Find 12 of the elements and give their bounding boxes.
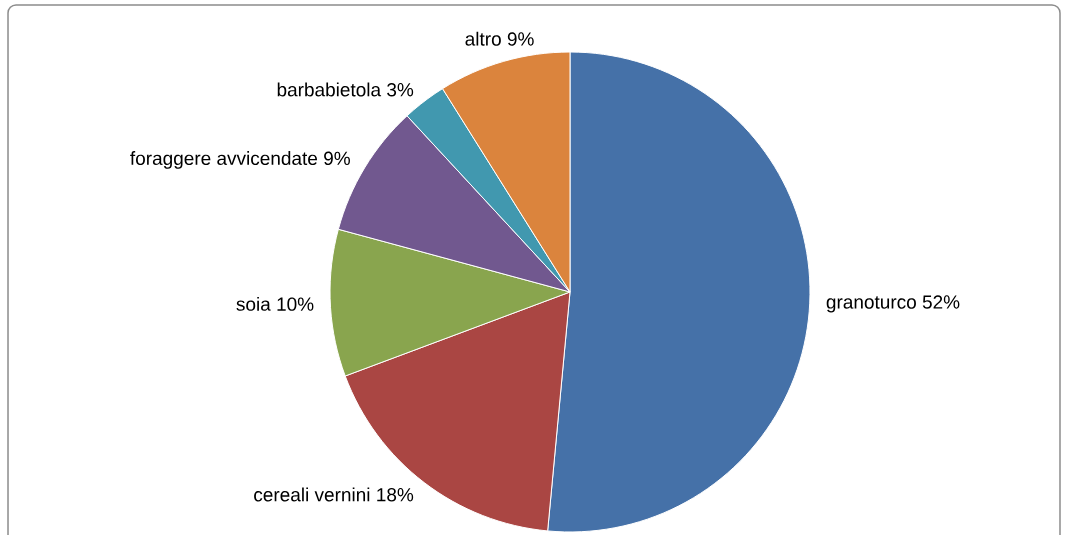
data-label: 10% <box>277 297 314 311</box>
data-label: 52% <box>922 295 960 309</box>
data-label: 9% <box>507 32 534 46</box>
slice-label: soia <box>236 296 271 311</box>
slice-label: granoturco <box>826 296 916 313</box>
data-label: 18% <box>377 488 414 502</box>
data-label: 9% <box>324 151 350 166</box>
slice-label: altro <box>465 31 501 46</box>
slice-label: cereali vernini <box>254 487 370 502</box>
slice-label: foraggere avvicendate <box>130 151 318 169</box>
data-label: 3% <box>387 83 414 97</box>
slice-label: barbabietola <box>277 82 382 97</box>
